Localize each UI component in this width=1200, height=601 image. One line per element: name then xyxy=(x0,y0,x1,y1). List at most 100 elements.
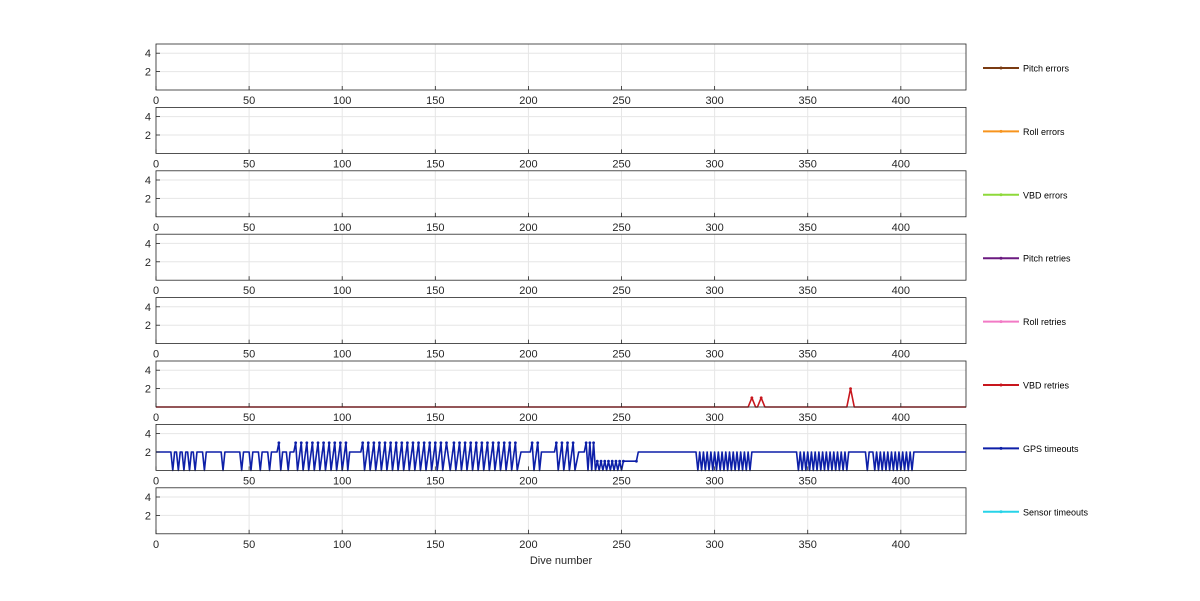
data-point xyxy=(428,441,432,445)
x-tick-label: 250 xyxy=(612,222,630,234)
y-tick-label: 4 xyxy=(145,492,151,504)
data-point xyxy=(618,459,622,463)
data-point xyxy=(311,441,314,445)
plot-area xyxy=(156,487,966,534)
y-tick-label: 4 xyxy=(145,238,151,250)
x-tick-label: 50 xyxy=(243,349,255,361)
x-tick-label: 350 xyxy=(799,285,817,297)
subplot-7: 2 4 0 50 100 150 200 250 300 350 400 xyxy=(145,423,967,487)
data-point xyxy=(750,396,754,400)
plot-area xyxy=(156,170,966,217)
x-tick-label: 200 xyxy=(519,412,537,424)
x-tick-label: 300 xyxy=(705,222,723,234)
x-tick-label: 0 xyxy=(153,222,159,234)
y-tick-label: 4 xyxy=(145,48,151,60)
data-point xyxy=(439,441,443,445)
x-tick-label: 400 xyxy=(892,95,910,107)
x-tick-label: 300 xyxy=(705,285,723,297)
axes-box xyxy=(155,423,967,471)
x-tick-label: 0 xyxy=(153,412,159,424)
x-tick-label: 200 xyxy=(519,285,537,297)
x-tick-label: 300 xyxy=(705,539,723,551)
legend-label: GPS timeouts xyxy=(1023,444,1079,454)
data-point xyxy=(458,441,461,445)
x-tick-label: 350 xyxy=(799,475,817,487)
x-tick-label: 150 xyxy=(426,412,444,424)
series-line-7 xyxy=(156,442,966,472)
x-tick-label: 150 xyxy=(426,349,444,361)
y-tick-label: 4 xyxy=(145,112,151,124)
y-tick-label: 2 xyxy=(145,384,151,396)
x-axis-label: Dive number xyxy=(530,555,593,567)
x-tick-label: 350 xyxy=(799,539,817,551)
x-tick-label: 150 xyxy=(426,158,444,170)
x-tick-label: 250 xyxy=(612,475,630,487)
x-tick-label: 150 xyxy=(426,475,444,487)
subplot-8: 2 4 0 50 100 150 200 250 300 350 400 xyxy=(145,487,967,551)
data-point xyxy=(497,441,501,445)
data-point xyxy=(595,459,599,463)
x-tick-label: 250 xyxy=(612,285,630,297)
legend-entry-6: VBD retries xyxy=(983,381,1070,391)
data-point xyxy=(486,441,489,445)
x-tick-label: 250 xyxy=(612,349,630,361)
data-point xyxy=(277,441,281,445)
x-tick-label: 100 xyxy=(333,158,351,170)
subplot-5: 2 4 0 50 100 150 200 250 300 350 400 xyxy=(145,297,967,361)
data-point xyxy=(849,387,852,390)
axes-box xyxy=(155,170,967,218)
data-point xyxy=(294,441,298,445)
x-tick-label: 400 xyxy=(892,222,910,234)
x-tick-label: 400 xyxy=(892,158,910,170)
x-tick-label: 50 xyxy=(243,95,255,107)
data-point xyxy=(614,459,618,463)
data-point xyxy=(417,441,420,445)
x-tick-label: 150 xyxy=(426,95,444,107)
data-point xyxy=(513,441,517,445)
x-tick-label: 100 xyxy=(333,285,351,297)
data-point xyxy=(366,441,370,445)
x-tick-label: 0 xyxy=(153,475,159,487)
legend-marker xyxy=(999,66,1003,70)
x-tick-label: 150 xyxy=(426,222,444,234)
y-tick-label: 4 xyxy=(145,175,151,187)
data-point xyxy=(394,441,398,445)
x-tick-label: 350 xyxy=(799,95,817,107)
x-tick-label: 150 xyxy=(426,539,444,551)
y-tick-label: 4 xyxy=(145,302,151,314)
x-tick-label: 300 xyxy=(705,412,723,424)
y-tick-label: 4 xyxy=(145,429,151,441)
axes-box xyxy=(155,233,967,281)
data-point xyxy=(389,441,393,445)
x-tick-label: 50 xyxy=(243,285,255,297)
x-tick-label: 50 xyxy=(243,475,255,487)
x-tick-label: 100 xyxy=(333,539,351,551)
x-tick-label: 50 xyxy=(243,412,255,424)
data-point xyxy=(474,441,478,445)
y-tick-label: 2 xyxy=(145,193,151,205)
data-point xyxy=(610,459,614,463)
legend-marker xyxy=(999,383,1003,387)
y-tick-label: 4 xyxy=(145,365,151,377)
y-tick-label: 2 xyxy=(145,130,151,142)
x-tick-label: 350 xyxy=(799,158,817,170)
data-point xyxy=(361,441,365,445)
data-point xyxy=(422,441,426,445)
plot-area xyxy=(156,44,966,90)
x-tick-label: 400 xyxy=(892,539,910,551)
data-point xyxy=(592,441,595,445)
x-tick-label: 200 xyxy=(519,95,537,107)
x-tick-label: 400 xyxy=(892,475,910,487)
axes-box xyxy=(155,107,967,154)
legend-label: Pitch errors xyxy=(1023,64,1070,74)
y-tick-label: 2 xyxy=(145,67,151,79)
legend-entry-3: VBD errors xyxy=(983,190,1068,200)
subplot-4: 2 4 0 50 100 150 200 250 300 350 400 xyxy=(145,233,967,297)
data-point xyxy=(333,441,337,445)
x-tick-label: 250 xyxy=(612,95,630,107)
axes-box xyxy=(155,360,967,408)
subplot-1: 2 4 0 50 100 150 200 250 300 350 400 xyxy=(145,43,967,107)
x-tick-label: 300 xyxy=(705,158,723,170)
x-tick-label: 350 xyxy=(799,222,817,234)
plot-area xyxy=(156,234,966,281)
